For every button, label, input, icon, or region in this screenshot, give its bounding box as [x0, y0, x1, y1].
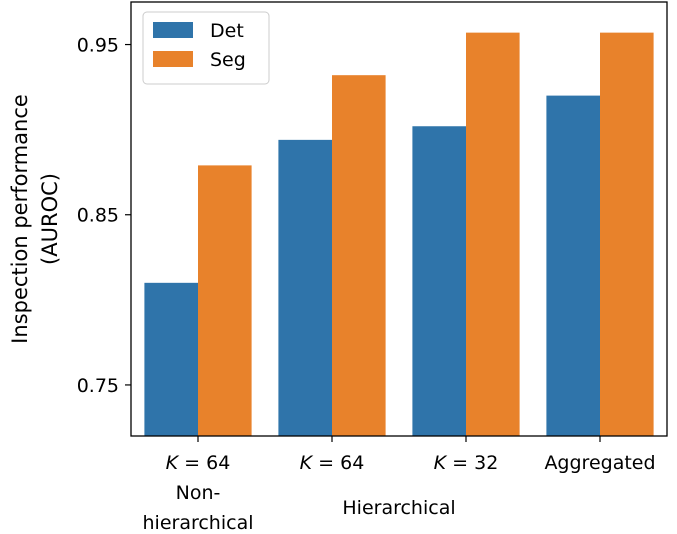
group-label-1-line-0: Hierarchical [342, 497, 455, 519]
y-axis: 0.75 0.85 0.95 [77, 35, 131, 397]
bar-seg-3 [600, 32, 654, 437]
x-axis: K = 64 K = 64 K = 32 Aggregated [166, 436, 656, 474]
x-tick-label: K = 64 [166, 452, 231, 474]
bar-det-2 [412, 126, 466, 436]
y-axis-title: Inspection performance (AUROC) [8, 94, 62, 344]
x-tick-label: K = 64 [300, 452, 365, 474]
x-tick-label: Aggregated [544, 452, 655, 474]
plot-frame [130, 1, 668, 437]
y-axis-title-line: Inspection performance [8, 94, 32, 344]
bar-det-3 [546, 95, 600, 436]
bar-seg-0 [198, 165, 252, 436]
group-labels: Non-hierarchical Hierarchical [143, 482, 456, 534]
bar-seg-1 [332, 75, 386, 436]
y-tick-label: 0.95 [77, 35, 119, 57]
group-label-0-line-0: Non- [176, 482, 221, 504]
legend: Det Seg [142, 11, 270, 85]
legend-swatch-seg [153, 51, 193, 67]
bar-seg-2 [466, 32, 520, 437]
plot-bars [144, 32, 654, 437]
bar-det-0 [144, 282, 198, 436]
legend-swatch-det [153, 22, 193, 38]
legend-label-det: Det [210, 20, 244, 42]
x-tick-label: K = 32 [434, 452, 499, 474]
bar-det-1 [278, 139, 332, 436]
group-label-0-line-1: hierarchical [143, 512, 254, 534]
legend-label-seg: Seg [210, 49, 246, 71]
y-axis-title-line: (AUROC) [38, 173, 62, 265]
y-tick-label: 0.75 [77, 375, 119, 397]
y-tick-label: 0.85 [77, 205, 119, 227]
